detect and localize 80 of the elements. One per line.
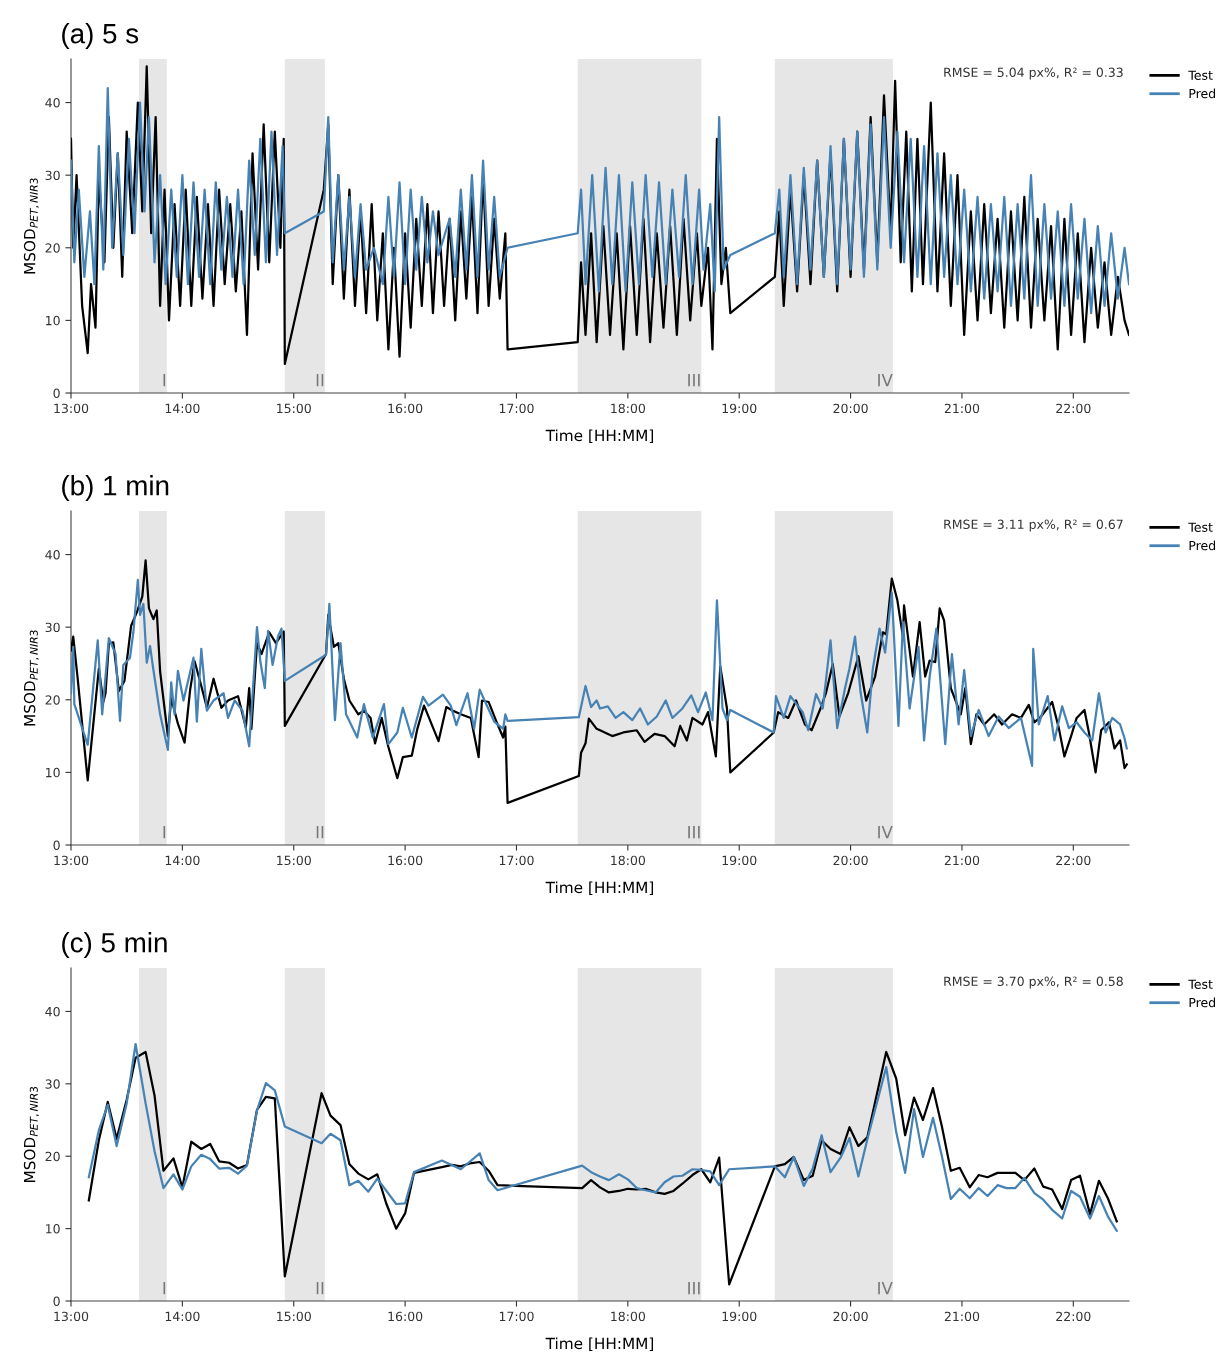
x-tick-label: 14:00	[165, 855, 200, 866]
band-label: III	[688, 374, 700, 387]
line-series	[71, 86, 1129, 315]
line-series	[71, 65, 1129, 366]
band-label: III	[688, 826, 700, 839]
annotation: RMSE = 3.70 px%, R² = 0.58	[944, 976, 1123, 989]
band-label: I	[163, 1282, 166, 1295]
legend-label: Test	[1188, 979, 1213, 989]
y-axis-title: MSOD$_{PET,NIR3}$	[23, 1086, 39, 1182]
x-tick-label: 18:00	[611, 1311, 646, 1322]
x-tick-label: 18:00	[611, 855, 646, 866]
band-label: II	[316, 1282, 324, 1295]
x-tick-label: 19:00	[722, 855, 757, 866]
x-tick-label: 21:00	[944, 1311, 980, 1322]
x-tick-label: 16:00	[388, 1311, 423, 1322]
y-tick-label: 40	[45, 1006, 60, 1017]
x-tick-label: 22:00	[1056, 403, 1091, 414]
annotation: RMSE = 5.04 px%, R² = 0.33	[944, 67, 1123, 80]
y-tick-label: 30	[45, 622, 60, 633]
x-tick-label: 17:00	[499, 1311, 534, 1322]
chart-title: (a) 5 s	[62, 23, 139, 49]
chart-title: (c) 5 min	[62, 932, 167, 958]
x-axis-title: Time [HH:MM]	[545, 429, 654, 444]
y-tick-label: 20	[45, 243, 60, 253]
legend-label: Test	[1188, 70, 1213, 80]
x-tick-label: 20:00	[833, 403, 868, 414]
x-tick-label: 13:00	[54, 1311, 89, 1322]
x-tick-label: 15:00	[277, 1311, 311, 1322]
x-tick-label: 14:00	[165, 1311, 200, 1322]
band-label: IV	[878, 826, 893, 839]
band-label: I	[163, 826, 166, 839]
x-tick-label: 17:00	[499, 855, 534, 866]
x-axis-title: Time [HH:MM]	[545, 881, 654, 896]
y-axis-title: MSOD$_{PET,NIR3}$	[23, 178, 39, 274]
x-tick-label: 18:00	[611, 403, 646, 414]
x-tick-label: 19:00	[722, 1311, 757, 1322]
y-tick-label: 40	[45, 98, 60, 108]
y-tick-label: 40	[45, 550, 60, 560]
chart-title: (b) 1 min	[62, 475, 169, 501]
band-label: II	[316, 374, 324, 387]
y-axis-title: MSOD$_{PET,NIR3}$	[23, 630, 39, 726]
y-tick-label: 10	[46, 1224, 60, 1234]
y-tick-label: 20	[45, 695, 60, 705]
x-tick-label: 20:00	[833, 1311, 868, 1322]
band-label: IV	[878, 374, 893, 387]
legend-label: Test	[1188, 522, 1213, 532]
y-tick-label: 20	[45, 1151, 60, 1162]
x-tick-label: 17:00	[499, 403, 534, 414]
legend-label: Pred	[1189, 540, 1215, 551]
x-tick-label: 22:00	[1056, 855, 1091, 866]
x-axis-title: Time [HH:MM]	[545, 1337, 654, 1352]
band-label: II	[316, 826, 324, 839]
y-tick-label: 0	[53, 840, 60, 850]
line-series	[71, 578, 1128, 767]
x-tick-label: 14:00	[165, 403, 200, 414]
y-tick-label: 30	[45, 1079, 60, 1089]
x-tick-label: 22:00	[1056, 1311, 1091, 1322]
y-tick-label: 30	[45, 170, 60, 181]
x-tick-label: 20:00	[833, 855, 868, 866]
x-tick-label: 15:00	[277, 855, 311, 866]
band-label: III	[688, 1282, 700, 1295]
x-tick-label: 13:00	[54, 403, 89, 414]
x-tick-label: 15:00	[277, 403, 311, 414]
x-tick-label: 16:00	[388, 403, 423, 414]
x-tick-label: 16:00	[388, 855, 423, 866]
annotation: RMSE = 3.11 px%, R² = 0.67	[944, 519, 1123, 532]
x-tick-label: 21:00	[944, 855, 980, 866]
line-series	[71, 559, 1128, 804]
x-tick-label: 21:00	[944, 403, 980, 414]
band-label: I	[163, 374, 166, 387]
y-tick-label: 10	[46, 315, 60, 326]
y-tick-label: 0	[53, 1296, 60, 1306]
x-tick-label: 19:00	[722, 403, 757, 414]
y-tick-label: 0	[53, 388, 60, 398]
legend-label: Pred	[1189, 88, 1215, 99]
y-tick-label: 10	[46, 767, 60, 778]
legend-label: Pred	[1189, 997, 1215, 1008]
line-series	[87, 1042, 1118, 1232]
band-label: IV	[878, 1282, 893, 1295]
x-tick-label: 13:00	[54, 855, 89, 866]
